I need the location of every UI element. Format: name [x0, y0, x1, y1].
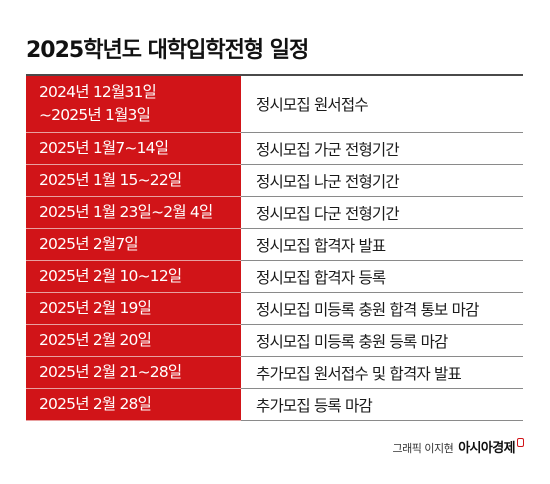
event-cell: 정시모집 다군 전형기간	[256, 204, 400, 223]
date-line: 2025년 2월 20일	[39, 331, 152, 349]
event-cell: 추가모집 원서접수 및 합격자 발표	[256, 364, 462, 383]
date-cell: 2025년 2월 19일	[26, 293, 241, 325]
date-cell: 2025년 1월7~14일	[26, 133, 241, 165]
date-cell: 2025년 2월 10~12일	[26, 261, 241, 293]
table-row: 2025년 2월 20일 정시모집 미등록 충원 등록 마감	[26, 325, 523, 357]
date-cell: 2025년 1월 15~22일	[26, 165, 241, 197]
table-row: 2024년 12월31일 ~2025년 1월3일 정시모집 원서접수	[26, 76, 523, 133]
date-line: 2025년 2월 21~28일	[39, 363, 182, 381]
date-cell: 2025년 2월 28일	[26, 389, 241, 421]
date-line: 2025년 2월 10~12일	[39, 267, 182, 285]
schedule-table: 2024년 12월31일 ~2025년 1월3일 정시모집 원서접수 2025년…	[26, 76, 523, 421]
date-cell: 2024년 12월31일 ~2025년 1월3일	[26, 76, 241, 133]
page-title: 2025학년도 대학입학전형 일정	[26, 38, 309, 63]
date-line: 2025년 1월7~14일	[39, 139, 169, 157]
table-row: 2025년 1월 23일~2월 4일 정시모집 다군 전형기간	[26, 197, 523, 229]
table-row: 2025년 2월7일 정시모집 합격자 발표	[26, 229, 523, 261]
table-row: 2025년 2월 19일 정시모집 미등록 충원 합격 통보 마감	[26, 293, 523, 325]
date-line: 2025년 2월 19일	[39, 299, 152, 317]
date-line: ~2025년 1월3일	[39, 106, 151, 124]
event-cell: 추가모집 등록 마감	[256, 396, 373, 415]
date-cell: 2025년 1월 23일~2월 4일	[26, 197, 241, 229]
table-row: 2025년 2월 10~12일 정시모집 합격자 등록	[26, 261, 523, 293]
brand-logo-text: 아시아경제	[458, 441, 515, 456]
event-cell: 정시모집 가군 전형기간	[256, 140, 400, 159]
table-row: 2025년 2월 28일 추가모집 등록 마감	[26, 389, 523, 421]
event-cell: 정시모집 합격자 등록	[256, 268, 386, 287]
credit-line: 그래픽 이지현 아시아경제	[392, 437, 524, 456]
date-cell: 2025년 2월 21~28일	[26, 357, 241, 389]
graphic-credit: 그래픽 이지현	[392, 442, 454, 455]
event-cell: 정시모집 원서접수	[256, 96, 369, 114]
date-line: 2025년 2월 28일	[39, 395, 152, 413]
table-top-rule	[26, 74, 523, 76]
date-cell: 2025년 2월 20일	[26, 325, 241, 357]
event-cell: 정시모집 나군 전형기간	[256, 172, 400, 191]
date-line: 2024년 12월31일	[39, 83, 157, 101]
event-cell: 정시모집 미등록 충원 등록 마감	[256, 332, 448, 351]
table-row: 2025년 1월 15~22일 정시모집 나군 전형기간	[26, 165, 523, 197]
date-line: 2025년 1월 15~22일	[39, 171, 182, 189]
brand-mark-icon	[517, 438, 524, 447]
table-row: 2025년 2월 21~28일 추가모집 원서접수 및 합격자 발표	[26, 357, 523, 389]
table-row: 2025년 1월7~14일 정시모집 가군 전형기간	[26, 133, 523, 165]
event-cell: 정시모집 합격자 발표	[256, 236, 386, 255]
date-line: 2025년 2월7일	[39, 235, 139, 253]
event-cell: 정시모집 미등록 충원 합격 통보 마감	[256, 300, 479, 319]
date-cell: 2025년 2월7일	[26, 229, 241, 261]
date-line: 2025년 1월 23일~2월 4일	[39, 203, 213, 221]
